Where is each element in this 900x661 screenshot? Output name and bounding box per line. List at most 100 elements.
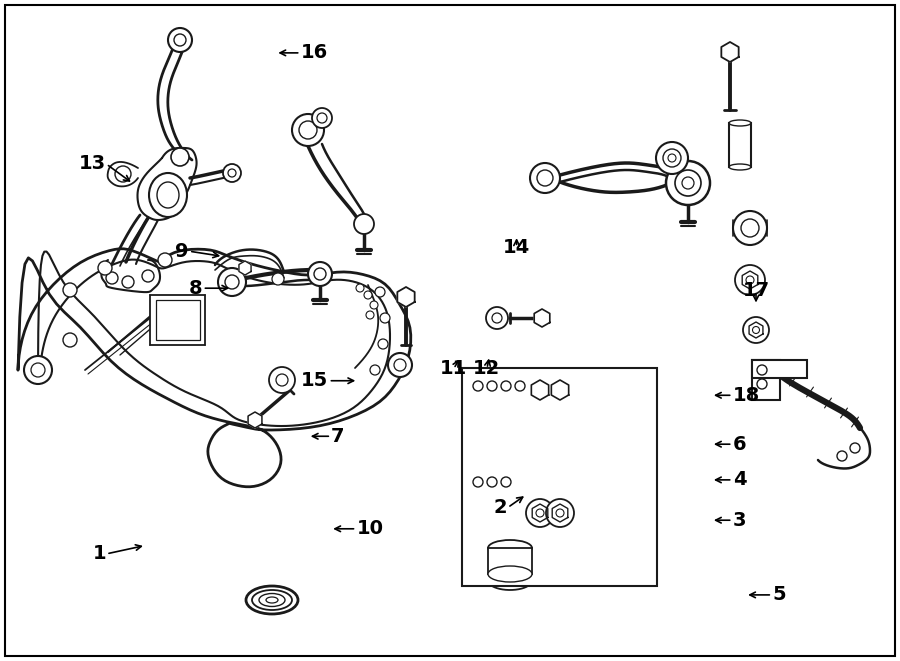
Text: 8: 8 — [189, 279, 202, 297]
Circle shape — [486, 307, 508, 329]
Circle shape — [487, 381, 497, 391]
Circle shape — [354, 214, 374, 234]
Circle shape — [269, 367, 295, 393]
Polygon shape — [742, 271, 758, 289]
Ellipse shape — [157, 182, 179, 208]
Circle shape — [473, 381, 483, 391]
Circle shape — [530, 163, 560, 193]
Text: 3: 3 — [733, 511, 746, 529]
Circle shape — [668, 154, 676, 162]
Circle shape — [682, 177, 694, 189]
Circle shape — [546, 499, 574, 527]
Text: 16: 16 — [301, 44, 328, 62]
Text: 15: 15 — [302, 371, 328, 390]
Circle shape — [122, 276, 134, 288]
Text: 12: 12 — [473, 360, 500, 378]
Circle shape — [741, 219, 759, 237]
Circle shape — [364, 291, 372, 299]
Circle shape — [501, 381, 511, 391]
Circle shape — [168, 28, 192, 52]
Text: 14: 14 — [503, 238, 530, 256]
Ellipse shape — [252, 590, 292, 610]
Circle shape — [106, 272, 118, 284]
Circle shape — [487, 477, 497, 487]
Bar — [488, 548, 532, 574]
Circle shape — [663, 149, 681, 167]
Circle shape — [218, 268, 246, 296]
Ellipse shape — [488, 566, 532, 582]
Circle shape — [171, 148, 189, 166]
Text: 11: 11 — [440, 360, 467, 378]
Circle shape — [850, 443, 860, 453]
Circle shape — [317, 113, 327, 123]
Polygon shape — [552, 380, 569, 400]
Circle shape — [526, 499, 554, 527]
Circle shape — [536, 509, 544, 517]
Text: 18: 18 — [733, 386, 760, 405]
Circle shape — [292, 114, 324, 146]
Circle shape — [299, 121, 317, 139]
Circle shape — [142, 270, 154, 282]
Polygon shape — [238, 261, 251, 275]
Polygon shape — [749, 322, 763, 338]
Circle shape — [375, 287, 385, 297]
Circle shape — [656, 142, 688, 174]
Ellipse shape — [488, 540, 532, 556]
Circle shape — [735, 265, 765, 295]
Circle shape — [733, 211, 767, 245]
Circle shape — [308, 262, 332, 286]
Circle shape — [492, 313, 502, 323]
Text: 13: 13 — [79, 155, 106, 173]
Polygon shape — [535, 309, 550, 327]
Circle shape — [837, 451, 847, 461]
Circle shape — [501, 477, 511, 487]
Bar — [156, 300, 200, 340]
Ellipse shape — [149, 173, 187, 217]
Circle shape — [24, 356, 52, 384]
Circle shape — [743, 317, 769, 343]
Circle shape — [746, 276, 754, 284]
Text: 1: 1 — [93, 545, 106, 563]
Bar — [752, 360, 807, 378]
Polygon shape — [531, 380, 549, 400]
Circle shape — [388, 353, 412, 377]
Polygon shape — [532, 504, 548, 522]
Text: 9: 9 — [176, 242, 189, 260]
Circle shape — [314, 268, 326, 280]
Circle shape — [473, 477, 483, 487]
Ellipse shape — [729, 120, 751, 126]
Circle shape — [272, 273, 284, 285]
Polygon shape — [248, 412, 262, 428]
Circle shape — [757, 365, 767, 375]
Circle shape — [515, 381, 525, 391]
Circle shape — [366, 311, 374, 319]
Text: 6: 6 — [733, 435, 746, 453]
Circle shape — [370, 365, 380, 375]
Circle shape — [31, 363, 45, 377]
Ellipse shape — [266, 597, 278, 603]
Polygon shape — [721, 42, 739, 62]
Bar — [729, 123, 751, 167]
Text: 10: 10 — [356, 520, 383, 538]
Circle shape — [537, 170, 553, 186]
Circle shape — [223, 164, 241, 182]
Circle shape — [63, 333, 77, 347]
Circle shape — [356, 284, 364, 292]
Circle shape — [666, 161, 710, 205]
Ellipse shape — [259, 594, 285, 607]
Circle shape — [752, 327, 760, 334]
Circle shape — [378, 339, 388, 349]
Circle shape — [394, 359, 406, 371]
Circle shape — [675, 170, 701, 196]
Bar — [462, 368, 657, 586]
Ellipse shape — [246, 586, 298, 614]
Circle shape — [225, 275, 239, 289]
Circle shape — [98, 261, 112, 275]
Polygon shape — [553, 504, 568, 522]
Circle shape — [380, 313, 390, 323]
Circle shape — [312, 108, 332, 128]
Ellipse shape — [729, 164, 751, 170]
Circle shape — [158, 253, 172, 267]
Bar — [752, 360, 780, 400]
Text: 5: 5 — [772, 586, 786, 604]
